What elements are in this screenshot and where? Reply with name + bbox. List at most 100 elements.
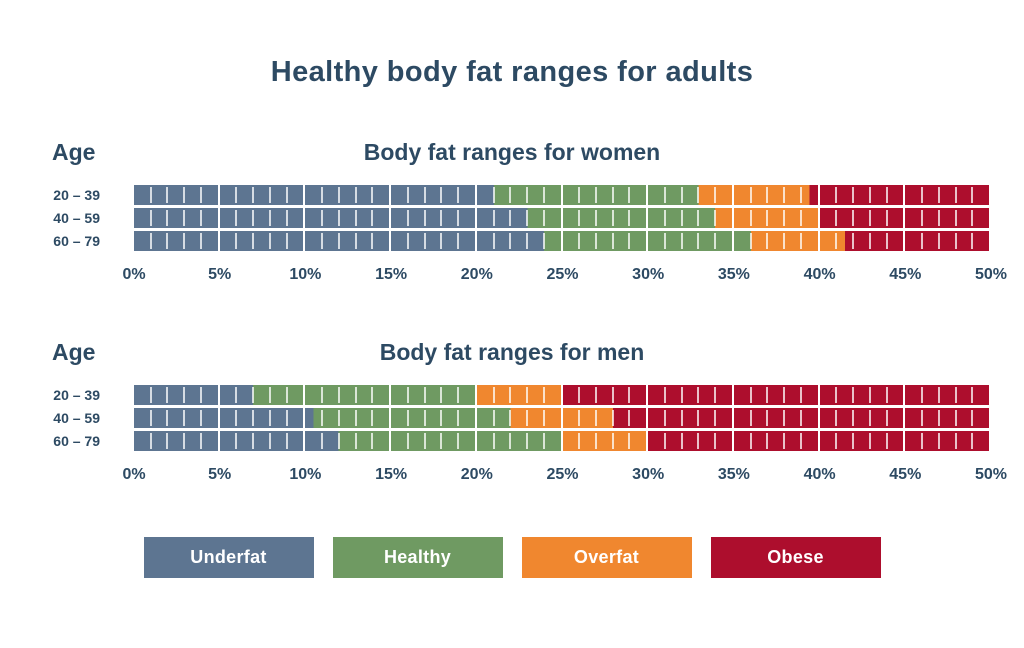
- bar-segment-block: [391, 231, 475, 251]
- percent-tick: [183, 410, 186, 426]
- bar-segment-block: [562, 408, 647, 428]
- percent-tick: [252, 410, 255, 426]
- percent-tick: [921, 187, 924, 203]
- bar-segment-block: [733, 385, 818, 405]
- percent-tick: [235, 210, 238, 226]
- percent-tick: [542, 433, 545, 449]
- percent-tick: [697, 187, 700, 203]
- bar-segment-block: [905, 408, 990, 428]
- percent-tick: [766, 187, 769, 203]
- percent-tick: [423, 210, 426, 226]
- percent-tick: [799, 233, 802, 249]
- legend-item: Healthy: [332, 537, 503, 578]
- percent-tick: [526, 433, 529, 449]
- percent-tick: [594, 210, 597, 226]
- age-range-label: 40 – 59: [53, 210, 100, 226]
- axis-tick-label: 5%: [208, 266, 232, 283]
- bar-segment-block: [648, 208, 732, 228]
- bar-row: [134, 385, 990, 405]
- bar-row: [134, 408, 990, 428]
- percent-tick: [766, 433, 769, 449]
- legend-label: Overfat: [573, 547, 640, 567]
- percent-tick: [509, 210, 512, 226]
- percent-tick: [337, 433, 340, 449]
- age-range-label: 40 – 59: [53, 410, 100, 426]
- percent-tick: [714, 210, 717, 226]
- percent-tick: [268, 210, 271, 226]
- percent-tick: [457, 433, 460, 449]
- percent-tick: [166, 187, 169, 203]
- percent-tick: [268, 410, 271, 426]
- percent-tick: [663, 410, 666, 426]
- bar-segment-block: [733, 185, 818, 205]
- age-range-label: 60 – 79: [53, 233, 100, 249]
- percent-tick: [542, 410, 545, 426]
- bar-segment-block: [391, 208, 475, 228]
- axis-tick-label: 45%: [889, 266, 922, 283]
- percent-tick: [663, 233, 666, 249]
- percent-tick: [440, 233, 443, 249]
- percent-tick: [663, 387, 666, 403]
- percent-tick: [594, 410, 597, 426]
- percent-tick: [611, 210, 614, 226]
- percent-tick: [885, 187, 888, 203]
- percent-tick: [611, 187, 614, 203]
- percent-tick: [766, 233, 769, 249]
- axis-tick-label: 45%: [889, 466, 922, 483]
- percent-tick: [199, 210, 202, 226]
- legend-item: Obese: [710, 537, 881, 578]
- percent-tick: [285, 233, 288, 249]
- percent-tick: [680, 210, 683, 226]
- percent-tick: [937, 210, 940, 226]
- percent-tick: [852, 210, 855, 226]
- percent-axis-women: 0% 5% 10% 15% 20% 25% 30% 35% 40% 45% 50%: [122, 266, 1007, 288]
- percent-tick: [937, 410, 940, 426]
- percent-tick: [285, 433, 288, 449]
- category-legend: Underfat Healthy Overfat Obese: [0, 537, 1024, 578]
- percent-tick: [578, 210, 581, 226]
- percent-tick: [321, 187, 324, 203]
- percent-tick: [852, 233, 855, 249]
- percent-tick: [406, 433, 409, 449]
- percent-tick: [166, 387, 169, 403]
- percent-tick: [885, 410, 888, 426]
- axis-tick-label: 50%: [974, 266, 1008, 283]
- percent-tick: [285, 210, 288, 226]
- axis-tick-label: 40%: [803, 266, 836, 283]
- percent-tick: [542, 187, 545, 203]
- percent-tick: [868, 233, 871, 249]
- bar-segment-block: [648, 231, 732, 251]
- percent-tick: [149, 410, 152, 426]
- percent-tick: [354, 410, 357, 426]
- bar-segment-block: [819, 185, 904, 205]
- percent-tick: [868, 187, 871, 203]
- bar-segment-block: [562, 431, 647, 451]
- percent-tick: [526, 233, 529, 249]
- percent-tick: [663, 433, 666, 449]
- percent-axis-men: 0% 5% 10% 15% 20% 25% 30% 35% 40% 45% 50%: [122, 466, 1007, 488]
- percent-tick: [371, 410, 374, 426]
- percent-tick: [371, 233, 374, 249]
- percent-tick: [954, 233, 957, 249]
- bar-segment-block: [819, 231, 904, 251]
- percent-tick: [406, 410, 409, 426]
- percent-tick: [252, 433, 255, 449]
- bar-segment-block: [819, 385, 904, 405]
- legend-item: Overfat: [521, 537, 692, 578]
- axis-tick-label: 30%: [632, 266, 665, 283]
- axis-tick-label: 15%: [375, 466, 408, 483]
- percent-tick: [440, 210, 443, 226]
- percent-tick: [594, 187, 597, 203]
- percent-tick: [852, 433, 855, 449]
- bar-segment-block: [562, 385, 647, 405]
- percent-tick: [492, 433, 495, 449]
- percent-tick: [423, 433, 426, 449]
- axis-tick-label: 35%: [717, 466, 750, 483]
- bar-segment-block: [219, 208, 304, 228]
- percent-tick: [971, 187, 974, 203]
- bar-segment-block: [134, 185, 218, 205]
- percent-tick: [526, 410, 529, 426]
- percent-tick: [457, 387, 460, 403]
- percent-tick: [183, 187, 186, 203]
- percent-tick: [835, 433, 838, 449]
